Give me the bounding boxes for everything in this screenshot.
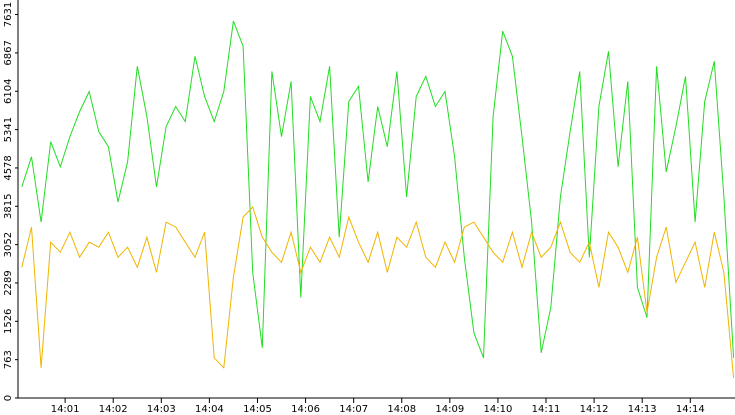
- y-tick-label: 763: [3, 350, 14, 369]
- x-tick-label: 14:04: [195, 404, 224, 415]
- x-tick-label: 14:13: [628, 404, 657, 415]
- y-tick-label: 4578: [3, 155, 14, 180]
- y-tick-label: 1526: [3, 309, 14, 334]
- x-tick-label: 14:14: [676, 404, 705, 415]
- y-tick-label: 2289: [3, 270, 14, 295]
- x-tick-label: 14:03: [147, 404, 176, 415]
- x-tick-label: 14:09: [435, 404, 464, 415]
- x-tick-label: 14:08: [387, 404, 416, 415]
- y-tick-label: 3052: [3, 232, 14, 257]
- x-tick-label: 14:02: [99, 404, 128, 415]
- x-tick-label: 14:06: [291, 404, 320, 415]
- x-tick-label: 14:11: [532, 404, 561, 415]
- x-tick-label: 14:07: [339, 404, 368, 415]
- x-tick-label: 14:01: [51, 404, 80, 415]
- line-series: [21, 20, 735, 358]
- x-tick-label: 14:05: [243, 404, 272, 415]
- y-tick-label: 7631: [3, 2, 14, 27]
- y-tick-label: 5341: [3, 117, 14, 142]
- line-series: [21, 206, 735, 378]
- y-tick-label: 3815: [3, 194, 14, 219]
- x-tick-label: 14:10: [484, 404, 513, 415]
- y-tick-label: 6104: [3, 79, 14, 104]
- y-tick-label: 6867: [3, 40, 14, 65]
- y-tick-label: 0: [3, 395, 14, 401]
- x-tick-label: 14:12: [580, 404, 609, 415]
